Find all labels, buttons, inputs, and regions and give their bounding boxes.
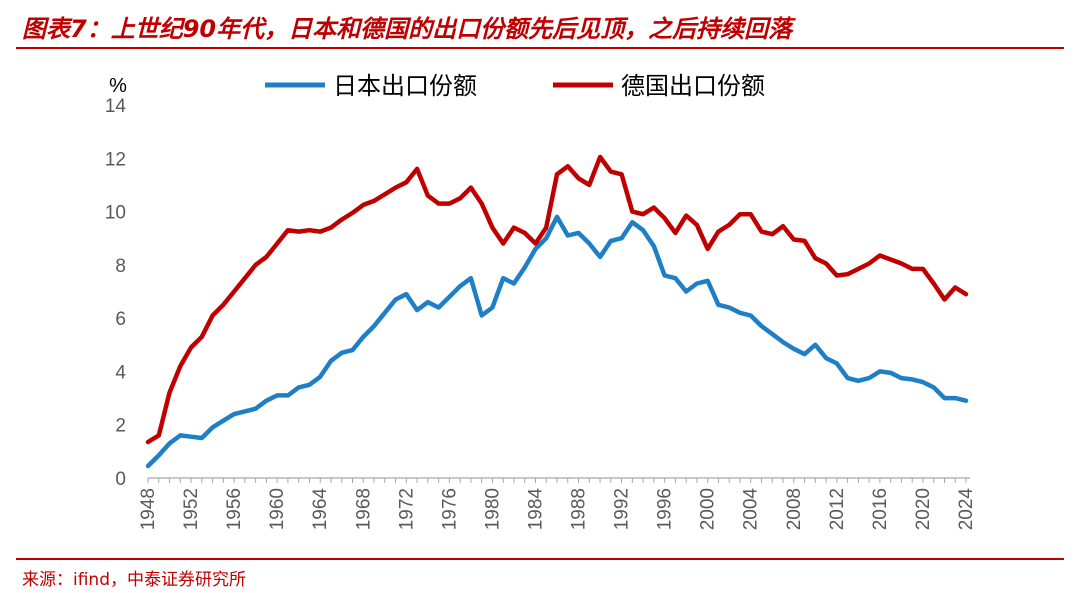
x-tick-label: 1976 bbox=[439, 488, 460, 530]
x-tick-label: 1980 bbox=[482, 488, 503, 530]
y-tick-label: 2 bbox=[115, 416, 126, 437]
legend: 日本出口份额 德国出口份额 bbox=[265, 72, 765, 100]
footer-divider bbox=[16, 558, 1064, 560]
x-tick-label: 1964 bbox=[310, 488, 331, 531]
x-tick-label: 1988 bbox=[569, 488, 590, 530]
x-tick-label: 2000 bbox=[698, 488, 719, 530]
x-tick-label: 2008 bbox=[784, 488, 805, 530]
y-tick-label: 12 bbox=[105, 149, 126, 170]
series-line-2 bbox=[145, 154, 969, 445]
x-axis: 1948 1952 1956 1960 1964 1968 1972 1976 1980 1984… bbox=[138, 477, 977, 531]
x-tick-label: 2024 bbox=[956, 488, 977, 531]
x-tick-label: 2016 bbox=[870, 488, 891, 530]
y-tick-label: 4 bbox=[115, 362, 126, 383]
x-tick-label: 1956 bbox=[224, 488, 245, 530]
x-tick-label: 2020 bbox=[913, 488, 934, 530]
x-tick-label: 1972 bbox=[396, 488, 417, 530]
x-tick-label: 1992 bbox=[612, 488, 633, 530]
series-layer bbox=[145, 154, 969, 469]
y-tick-label: 6 bbox=[115, 309, 126, 330]
page-title: 图表7：上世纪90年代，日本和德国的出口份额先后见顶，之后持续回落 bbox=[22, 15, 793, 43]
x-tick-label: 1960 bbox=[267, 488, 288, 530]
y-tick-label: 8 bbox=[115, 256, 126, 277]
x-tick-label: 1968 bbox=[353, 488, 374, 530]
x-tick-label: 2004 bbox=[741, 488, 762, 531]
series-line-1 bbox=[145, 214, 969, 469]
x-tick-label: 1984 bbox=[525, 488, 546, 531]
source-note: 来源：ifind，中泰证券研究所 bbox=[22, 570, 246, 590]
x-tick-label: 1996 bbox=[655, 488, 676, 530]
x-tick-label: 1952 bbox=[181, 488, 202, 530]
y-axis: % 0 2 4 6 8 10 12 14 bbox=[105, 75, 127, 490]
legend-label-1: 日本出口份额 bbox=[333, 72, 477, 100]
y-tick-label: 14 bbox=[105, 96, 127, 117]
y-tick-label: 10 bbox=[105, 203, 126, 224]
title-divider bbox=[16, 47, 1064, 49]
x-tick-label: 2012 bbox=[827, 488, 848, 530]
y-tick-label: 0 bbox=[115, 469, 126, 490]
y-axis-unit: % bbox=[109, 75, 127, 97]
x-tick-label: 1948 bbox=[138, 488, 159, 530]
legend-label-2: 德国出口份额 bbox=[621, 72, 765, 100]
